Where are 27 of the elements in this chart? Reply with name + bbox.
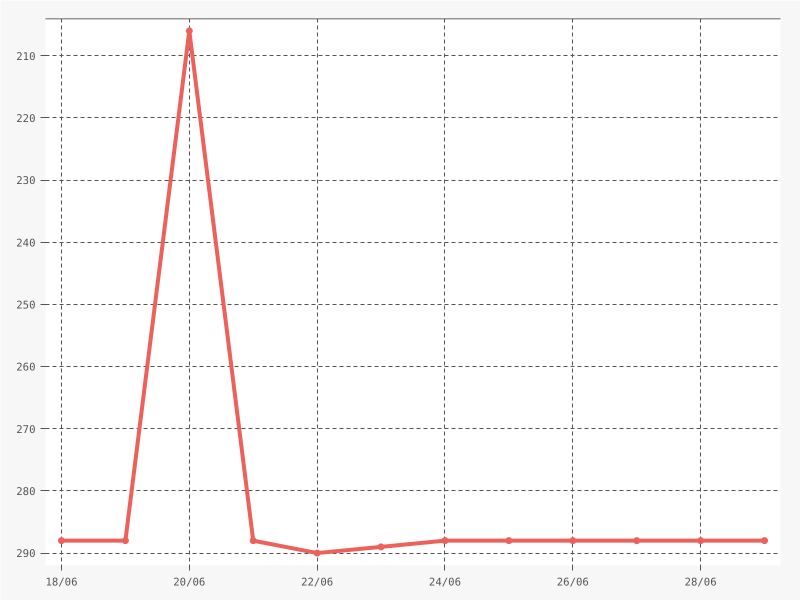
x-tick-label: 28/06 bbox=[684, 576, 717, 588]
x-tick-label: 24/06 bbox=[428, 576, 461, 588]
y-tick-label: 220 bbox=[16, 112, 36, 125]
y-tick-label: 270 bbox=[16, 422, 36, 436]
y-tick-label: 260 bbox=[16, 360, 36, 374]
x-tick-label: 22/06 bbox=[301, 576, 334, 588]
point bbox=[186, 27, 193, 34]
y-tick-label: 210 bbox=[16, 50, 36, 63]
point bbox=[697, 537, 704, 544]
point bbox=[250, 537, 257, 544]
point bbox=[761, 537, 768, 544]
point bbox=[314, 550, 321, 557]
x-tick-label: 26/06 bbox=[556, 576, 589, 588]
point bbox=[505, 537, 512, 544]
point bbox=[569, 537, 576, 544]
y-tick-label: 290 bbox=[16, 547, 36, 560]
point bbox=[378, 543, 385, 550]
x-tick-label: 20/06 bbox=[173, 576, 206, 588]
point bbox=[633, 537, 640, 544]
y-tick-label: 230 bbox=[16, 174, 36, 188]
point bbox=[58, 537, 65, 544]
point bbox=[441, 537, 448, 544]
y-tick-label: 250 bbox=[16, 298, 36, 312]
y-tick-label: 240 bbox=[16, 236, 36, 250]
x-tick-label: 18/06 bbox=[45, 576, 78, 588]
y-tick-label: 280 bbox=[16, 484, 36, 498]
point bbox=[122, 537, 129, 544]
